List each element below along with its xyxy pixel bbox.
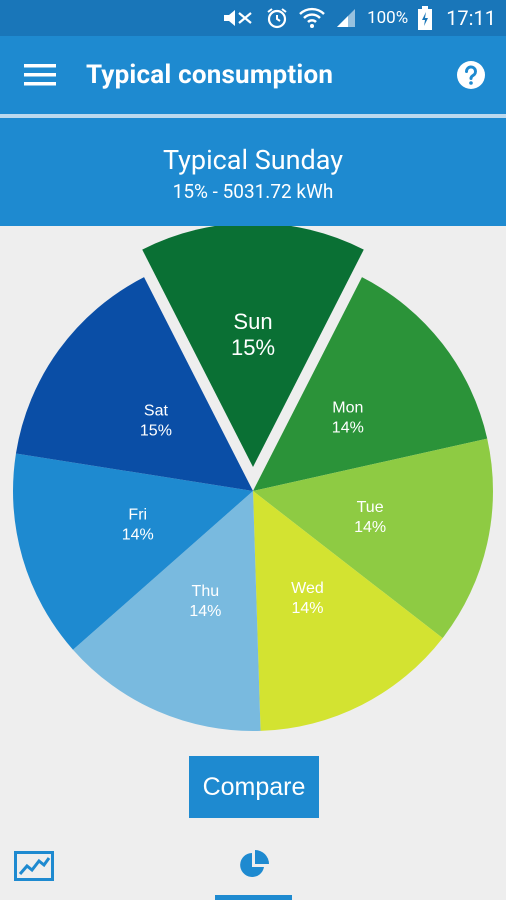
slice-label-fri: Fri [128,506,147,523]
slice-label-thu: Thu [192,583,220,600]
help-button[interactable] [436,36,506,114]
selected-day-value: 15% - 5031.72 kWh [172,180,334,203]
alarm-icon [265,6,289,30]
header-divider [0,114,506,118]
slice-label-wed: Wed [291,580,324,597]
bottom-navigation [0,830,506,900]
slice-pct-sat: 15% [140,422,172,439]
battery-percent: 100% [367,8,409,28]
status-bar: 100% 17:11 [0,0,506,36]
slice-label-sun: Sun [233,309,272,334]
compare-button[interactable]: Compare [189,756,319,818]
slice-pct-wed: 14% [291,600,323,617]
status-time: 17:11 [446,6,496,30]
pie-slice-tue[interactable] [253,438,493,639]
slice-pct-sun: 15% [231,335,275,360]
nav-trend-tab[interactable] [12,848,56,884]
pie-slice-thu[interactable] [72,491,261,731]
page-title: Typical consumption [86,60,334,90]
pie-slice-mon[interactable] [253,277,488,491]
slice-pct-fri: 14% [122,526,154,543]
pie-chart-icon [239,850,269,877]
slice-label-mon: Mon [332,399,363,416]
slice-label-sat: Sat [144,402,169,419]
slice-pct-tue: 14% [354,519,386,536]
battery-charging-icon [418,6,433,30]
pie-slice-fri[interactable] [13,453,253,650]
wifi-icon [299,7,325,29]
line-chart-icon [14,851,54,881]
consumption-pie-chart: Sun15%Mon14%Tue14%Wed14%Thu14%Fri14%Sat1… [13,226,493,731]
nav-pie-tab[interactable] [215,830,292,900]
pie-slice-sat[interactable] [15,277,253,491]
active-tab-indicator [215,895,292,900]
pie-slice-sun[interactable] [142,226,364,467]
app-bar: Typical consumption [0,36,506,114]
menu-button[interactable] [0,36,80,114]
selected-day-title: Typical Sunday [162,144,344,176]
mute-icon [221,7,255,29]
signal-icon [335,7,357,29]
slice-label-tue: Tue [357,499,384,516]
slice-pct-thu: 14% [189,603,221,620]
hamburger-menu-icon [24,64,56,86]
help-icon [457,61,485,89]
pie-slice-wed[interactable] [253,491,443,731]
slice-pct-mon: 14% [332,419,364,436]
selection-summary: Typical Sunday 15% - 5031.72 kWh [0,118,506,226]
